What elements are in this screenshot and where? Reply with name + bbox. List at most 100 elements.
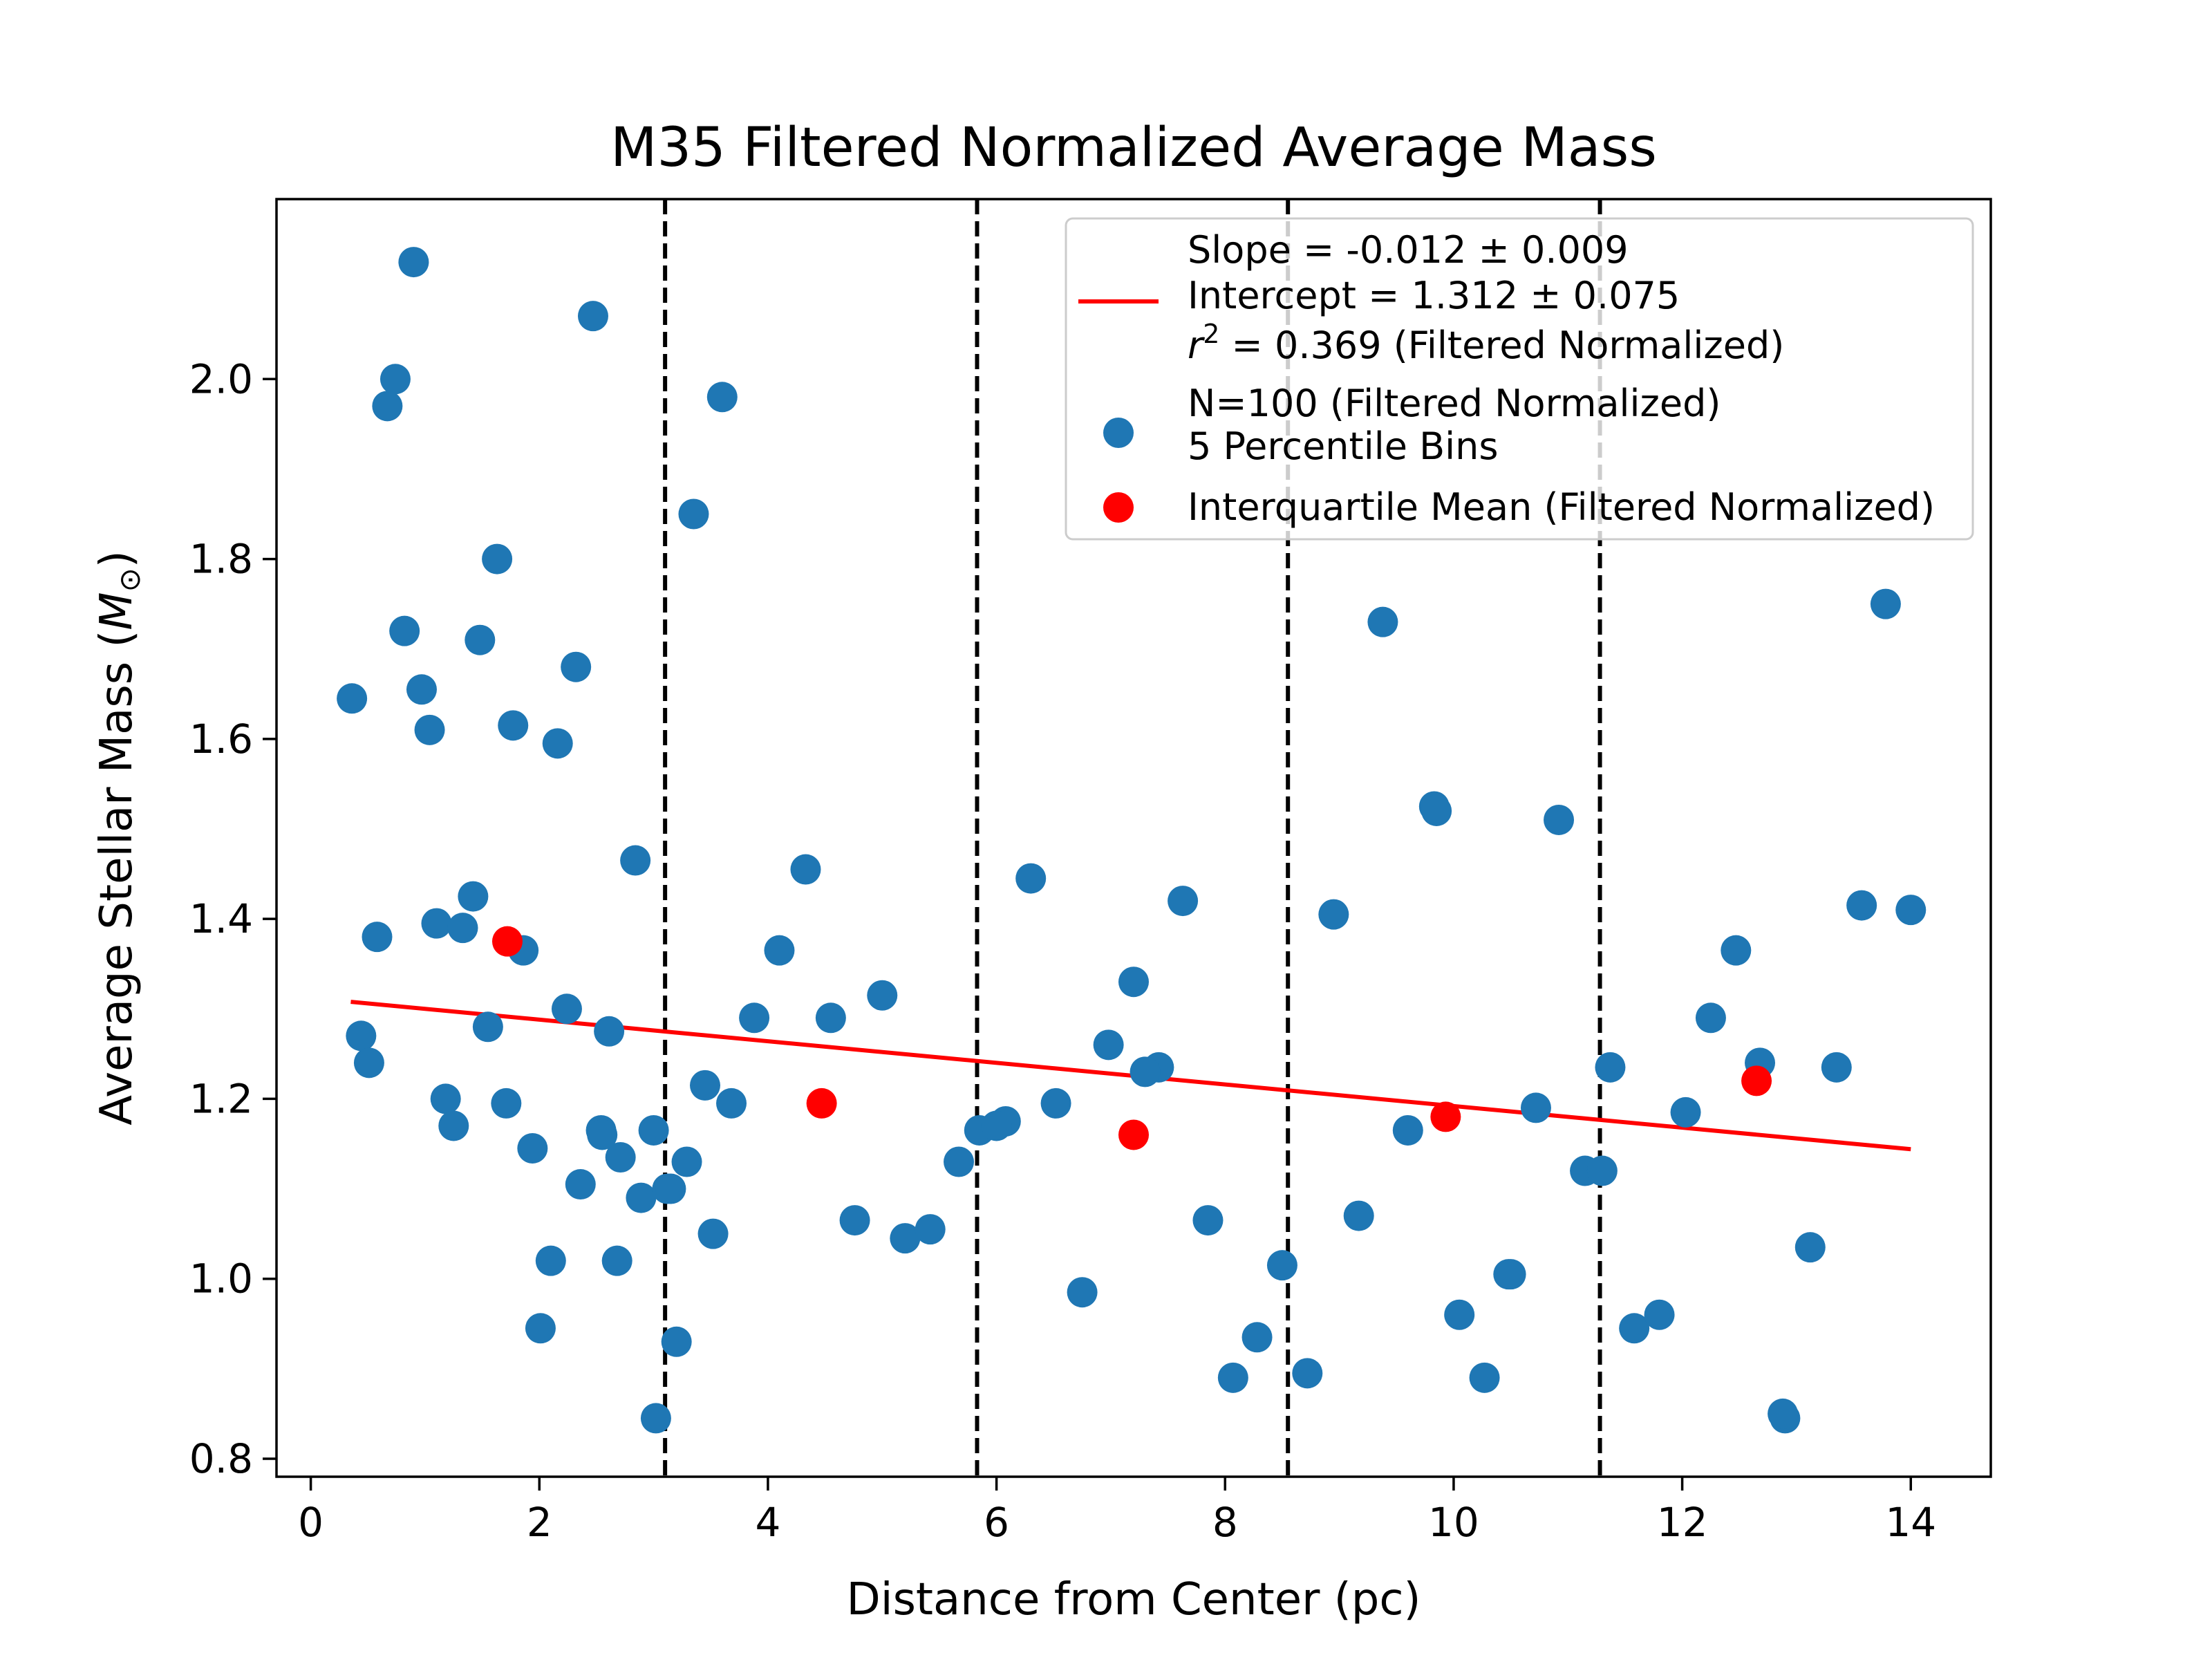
data-point: [739, 1002, 770, 1034]
data-point: [1670, 1096, 1701, 1128]
y-axis-label-subscript: ⊙: [113, 568, 147, 592]
data-point: [594, 1016, 625, 1047]
data-point: [398, 247, 429, 278]
legend-r2-value: = 0.369 (Filtered Normalized): [1219, 324, 1784, 367]
data-point: [764, 935, 795, 966]
iqm-points: [491, 926, 1772, 1150]
data-point: [1644, 1299, 1675, 1330]
legend-r2-superscript: 2: [1203, 319, 1219, 349]
data-point: [482, 543, 513, 575]
x-tick-label: 0: [298, 1499, 324, 1546]
data-point: [1217, 1362, 1248, 1393]
data-point: [372, 391, 403, 422]
data-point: [517, 1132, 548, 1164]
x-tick-label: 8: [1212, 1499, 1238, 1546]
data-point: [498, 710, 529, 741]
data-point: [1343, 1200, 1374, 1231]
data-point: [458, 881, 489, 912]
x-tick-label: 14: [1885, 1499, 1936, 1546]
data-point: [1444, 1299, 1475, 1330]
legend-points-bins: 5 Percentile Bins: [1188, 424, 1499, 468]
data-point: [406, 674, 437, 705]
data-point: [638, 1114, 669, 1146]
data-point: [587, 1119, 618, 1150]
data-point: [389, 615, 420, 646]
data-point: [1846, 890, 1877, 921]
data-point: [620, 845, 651, 876]
data-point: [379, 364, 411, 395]
data-point: [465, 624, 496, 655]
data-point: [430, 1083, 461, 1114]
data-point: [551, 993, 582, 1025]
data-point: [525, 1313, 556, 1344]
y-axis-ticks: 0.8 1.0 1.2 1.4 1.6 1.8 2.0: [189, 355, 276, 1482]
data-point: [337, 683, 368, 714]
data-point: [1870, 588, 1901, 619]
data-point: [1586, 1155, 1618, 1186]
data-point: [542, 728, 573, 759]
data-point: [1520, 1092, 1551, 1123]
legend-fit-slope: Slope = -0.012 ± 0.009: [1188, 228, 1629, 272]
y-tick-label: 1.4: [189, 895, 253, 942]
data-point: [1130, 1056, 1161, 1087]
iqm-point: [806, 1087, 837, 1119]
y-axis-label-close: ): [91, 550, 142, 568]
data-point: [839, 1205, 870, 1236]
x-tick-label: 12: [1657, 1499, 1708, 1546]
data-point: [706, 382, 738, 413]
data-point: [661, 1326, 692, 1357]
data-point: [640, 1403, 671, 1434]
data-point: [944, 1146, 975, 1177]
legend: Slope = -0.012 ± 0.009 Intercept = 1.312…: [1065, 217, 1974, 541]
y-tick-label: 1.8: [189, 536, 253, 583]
data-point: [915, 1214, 946, 1245]
data-point: [1794, 1232, 1826, 1263]
data-point: [1895, 895, 1927, 926]
data-point: [561, 651, 592, 682]
y-tick-label: 1.0: [189, 1255, 253, 1302]
data-point: [671, 1146, 702, 1177]
data-point: [626, 1182, 657, 1213]
iqm-point: [1741, 1065, 1772, 1096]
iqm-point: [1430, 1101, 1461, 1132]
data-point: [1367, 606, 1398, 637]
data-point: [1695, 1002, 1726, 1034]
y-axis-label: Average Stellar Mass (M⊙): [91, 550, 147, 1126]
data-point: [1192, 1205, 1224, 1236]
legend-iqm-label: Interquartile Mean (Filtered Normalized): [1188, 485, 1935, 529]
data-point: [1093, 1029, 1124, 1061]
y-tick-label: 0.8: [189, 1435, 253, 1482]
data-point: [1292, 1358, 1323, 1389]
legend-points-swatch: [1103, 418, 1134, 448]
data-point: [1619, 1313, 1650, 1344]
x-axis-ticks: 0 2 4 6 8 10 12 14: [298, 1477, 1936, 1546]
data-point: [1595, 1052, 1626, 1083]
plot-border: [275, 198, 1992, 1478]
data-point: [362, 922, 393, 953]
data-point: [867, 980, 898, 1011]
x-axis-label: Distance from Center (pc): [847, 1574, 1421, 1625]
x-tick-label: 2: [527, 1499, 552, 1546]
data-point: [1495, 1259, 1526, 1290]
data-point: [1067, 1277, 1098, 1308]
data-point: [1768, 1398, 1799, 1429]
data-point: [890, 1223, 921, 1254]
data-point: [353, 1047, 384, 1079]
data-point: [472, 1011, 503, 1043]
y-tick-label: 2.0: [189, 355, 253, 402]
data-point: [1544, 804, 1575, 835]
data-point: [1168, 886, 1199, 917]
data-points: [337, 247, 1927, 1434]
data-point: [1318, 899, 1349, 930]
data-point: [678, 498, 709, 530]
iqm-point: [491, 926, 523, 957]
y-tick-label: 1.2: [189, 1075, 253, 1122]
data-point: [697, 1218, 729, 1249]
data-point: [690, 1070, 720, 1101]
x-tick-label: 10: [1428, 1499, 1479, 1546]
data-point: [790, 854, 821, 885]
data-point: [1241, 1322, 1273, 1353]
data-point: [815, 1002, 846, 1034]
chart-title: M35 Filtered Normalized Average Mass: [610, 117, 1657, 179]
